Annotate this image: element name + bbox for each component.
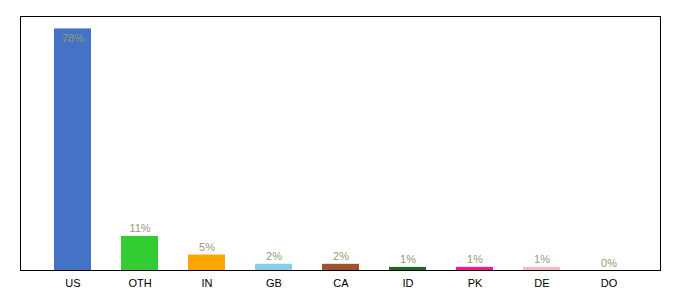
svg-text:0%: 0% [601,257,617,269]
svg-text:DO: DO [601,277,618,289]
svg-text:78%: 78% [62,32,84,44]
svg-text:1%: 1% [467,253,483,265]
svg-text:GB: GB [266,277,282,289]
svg-text:OTH: OTH [128,277,151,289]
svg-text:IN: IN [202,277,213,289]
svg-text:CA: CA [333,277,349,289]
svg-text:DE: DE [534,277,549,289]
svg-text:PK: PK [468,277,483,289]
svg-text:ID: ID [403,277,414,289]
svg-text:2%: 2% [333,250,349,262]
svg-text:2%: 2% [266,250,282,262]
svg-text:1%: 1% [534,253,550,265]
svg-text:11%: 11% [129,222,150,234]
svg-text:US: US [65,277,80,289]
svg-text:1%: 1% [400,253,416,265]
svg-text:5%: 5% [199,241,215,253]
